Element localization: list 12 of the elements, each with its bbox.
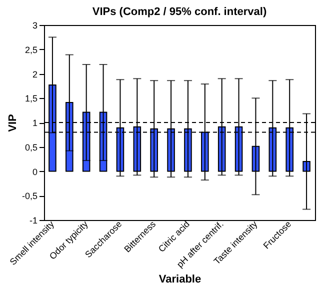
y-tick-label: -1 [29, 216, 38, 226]
y-tick-label: 1 [32, 118, 38, 128]
y-tick-label: 2,5 [24, 44, 38, 55]
chart-title: VIPs (Comp2 / 95% conf. interval) [92, 6, 267, 18]
y-tick-label: 2 [32, 69, 38, 80]
y-tick-label: 0,5 [24, 142, 38, 152]
y-axis-title: VIP [6, 114, 19, 132]
x-axis-title: Variable [158, 274, 202, 286]
y-tick-label: 3 [32, 20, 38, 30]
y-tick-label: 0 [32, 166, 38, 177]
y-tick-label: -0,5 [22, 191, 38, 202]
y-tick-label: 1,5 [24, 94, 38, 104]
